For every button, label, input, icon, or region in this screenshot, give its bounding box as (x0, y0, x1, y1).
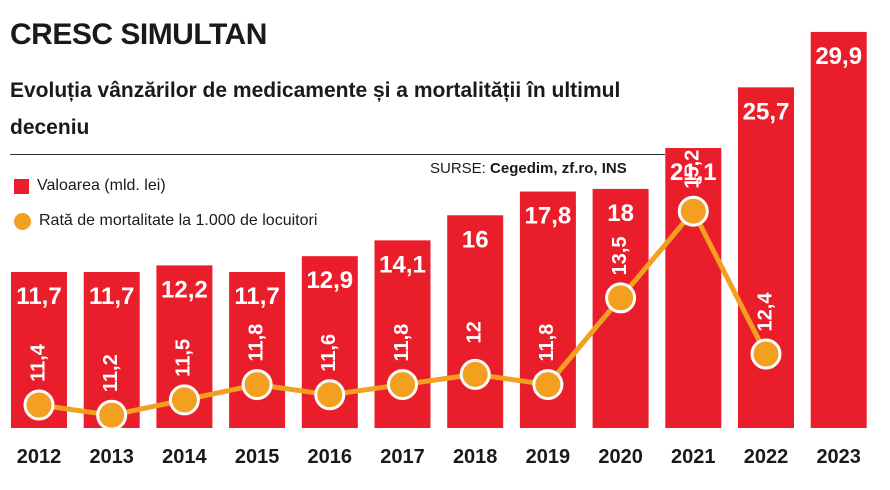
bar-2021 (665, 148, 722, 429)
x-tick-2021: 2021 (671, 446, 716, 468)
legend-item-sales: Valoarea (mld. lei) (14, 177, 166, 195)
bar-2018 (447, 215, 504, 428)
bar-value-label-2023: 29,9 (815, 43, 862, 70)
legend-label-mortality: Rată de mortalitate la 1.000 de locuitor… (39, 212, 318, 229)
x-tick-2015: 2015 (235, 446, 280, 468)
mortality-label-2013: 11,2 (100, 354, 122, 392)
x-tick-2013: 2013 (89, 446, 134, 468)
mortality-point-2013 (96, 399, 128, 431)
mortality-point-2012 (23, 389, 55, 421)
bar-value-label-2021: 21,1 (670, 159, 717, 186)
mortality-label-2014: 11,5 (173, 339, 195, 377)
x-tick-2012: 2012 (17, 446, 62, 468)
bar-2023 (810, 31, 867, 429)
mortality-label-2020: 13,5 (609, 236, 631, 275)
mortality-label-2019: 11,8 (536, 324, 558, 362)
mortality-point-2016 (314, 379, 346, 411)
mortality-label-2015: 11,8 (245, 324, 267, 362)
x-tick-2019: 2019 (526, 446, 571, 468)
bar-value-label-2013: 11,7 (89, 283, 134, 310)
x-tick-2016: 2016 (308, 446, 353, 468)
x-tick-2014: 2014 (162, 446, 207, 468)
x-tick-2020: 2020 (598, 446, 643, 468)
mortality-point-2014 (168, 384, 200, 416)
mortality-label-2021: 15,2 (682, 150, 704, 189)
source-note: SURSE: Cegedim, zf.ro, INS (430, 160, 627, 177)
mortality-label-2016: 11,6 (318, 334, 340, 372)
legend-item-mortality: Rată de mortalitate la 1.000 de locuitor… (14, 212, 317, 230)
bar-2022 (738, 87, 794, 428)
x-tick-2023: 2023 (816, 446, 861, 468)
mortality-label-2012: 11,4 (27, 343, 49, 382)
x-tick-2017: 2017 (380, 446, 425, 468)
bar-value-label-2022: 25,7 (743, 98, 790, 125)
legend-label-sales: Valoarea (mld. lei) (37, 177, 166, 194)
chart-title: CRESC SIMULTAN (10, 18, 267, 51)
header-divider (10, 154, 665, 155)
bar-value-label-2012: 11,7 (16, 283, 61, 310)
bar-value-label-2020: 18 (607, 200, 634, 227)
source-value: Cegedim, zf.ro, INS (490, 160, 627, 177)
source-label: SURSE: (430, 160, 486, 177)
mortality-label-2022: 12,4 (754, 292, 776, 332)
bar-value-label-2015: 11,7 (234, 283, 279, 310)
mortality-point-2017 (387, 369, 418, 401)
mortality-point-2019 (532, 369, 564, 401)
mortality-label-2017: 11,8 (391, 324, 413, 362)
legend-swatch-sales (14, 178, 29, 194)
bar-value-label-2016: 12,9 (306, 267, 353, 294)
mortality-label-2018: 12 (463, 321, 485, 343)
bar-value-label-2014: 12,2 (161, 276, 208, 303)
chart-subtitle: Evoluția vânzărilor de medicamente și a … (10, 79, 621, 139)
x-tick-2018: 2018 (453, 446, 498, 468)
legend-swatch-mortality (14, 212, 31, 230)
mortality-point-2018 (459, 358, 491, 390)
bar-2015 (229, 272, 286, 428)
mortality-point-2020 (605, 282, 637, 314)
bar-value-label-2017: 14,1 (379, 251, 426, 278)
mortality-point-2021 (677, 195, 709, 227)
bar-value-label-2018: 16 (462, 226, 489, 253)
mortality-point-2015 (241, 369, 273, 401)
bar-value-label-2019: 17,8 (525, 203, 572, 230)
mortality-point-2022 (750, 338, 782, 370)
x-tick-2022: 2022 (744, 446, 789, 468)
